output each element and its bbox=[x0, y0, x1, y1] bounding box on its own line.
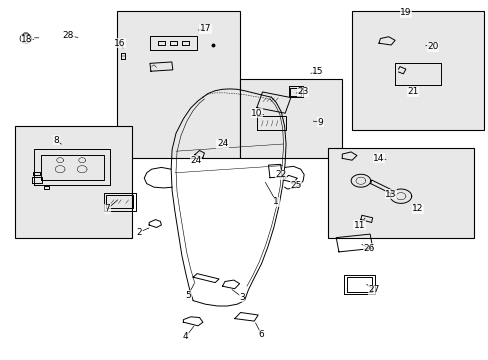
Text: 14: 14 bbox=[372, 154, 384, 163]
Text: 20: 20 bbox=[426, 42, 438, 51]
Bar bbox=[327, 148, 473, 238]
Text: 18: 18 bbox=[21, 35, 33, 44]
Text: 23: 23 bbox=[297, 87, 308, 96]
Text: 17: 17 bbox=[199, 24, 211, 33]
Text: 3: 3 bbox=[239, 292, 244, 302]
Text: 28: 28 bbox=[62, 31, 74, 40]
Bar bbox=[117, 11, 239, 158]
Text: 8: 8 bbox=[53, 136, 59, 145]
Text: 24: 24 bbox=[189, 156, 201, 165]
Text: 1: 1 bbox=[273, 197, 279, 206]
Text: 7: 7 bbox=[104, 204, 110, 213]
Text: 25: 25 bbox=[289, 181, 301, 190]
Text: 11: 11 bbox=[353, 220, 365, 230]
Text: 5: 5 bbox=[185, 291, 191, 300]
Text: 9: 9 bbox=[317, 118, 323, 127]
Text: 21: 21 bbox=[407, 87, 418, 96]
Text: 16: 16 bbox=[114, 39, 125, 48]
Text: 24: 24 bbox=[216, 139, 228, 148]
Text: 4: 4 bbox=[183, 332, 188, 341]
Text: 26: 26 bbox=[363, 244, 374, 253]
Bar bbox=[351, 11, 483, 130]
Text: 6: 6 bbox=[258, 330, 264, 339]
Text: 10: 10 bbox=[250, 109, 262, 118]
Text: 2: 2 bbox=[136, 228, 142, 237]
Text: 13: 13 bbox=[385, 190, 396, 199]
Text: 12: 12 bbox=[411, 204, 423, 213]
Text: 15: 15 bbox=[311, 68, 323, 77]
Bar bbox=[15, 126, 132, 238]
Text: 27: 27 bbox=[367, 285, 379, 294]
Text: 19: 19 bbox=[399, 8, 411, 17]
Text: 22: 22 bbox=[275, 170, 286, 179]
Bar bbox=[239, 79, 342, 158]
